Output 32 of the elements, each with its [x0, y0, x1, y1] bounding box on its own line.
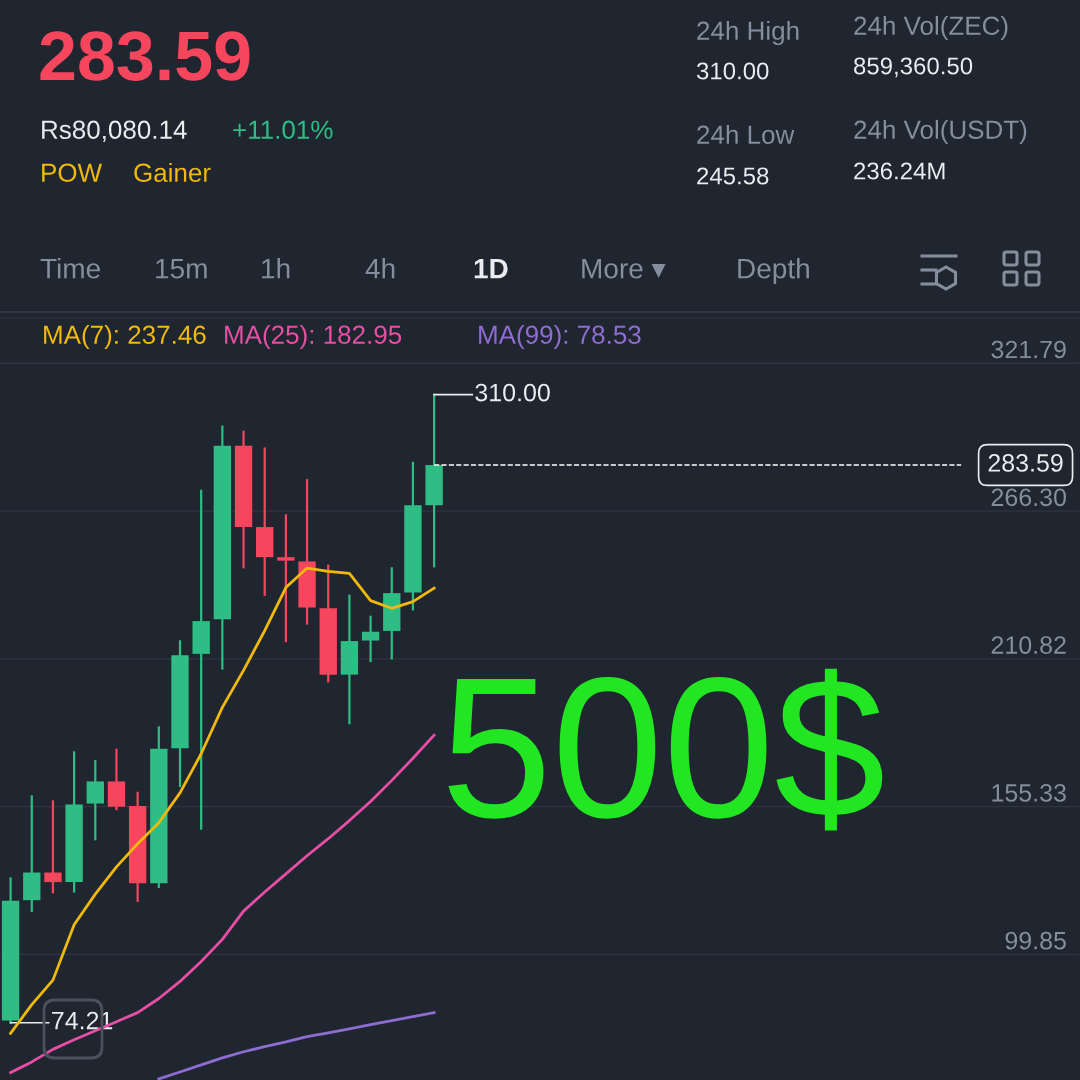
y-tick-label: 321.79: [991, 340, 1066, 359]
text: 310.00: [696, 62, 769, 80]
y-tick-label: 266.30: [991, 488, 1066, 507]
text: Depth: [738, 257, 809, 285]
text: 1D: [474, 258, 508, 279]
text: 15m: [156, 258, 207, 279]
text: Gainer: [134, 162, 211, 182]
text: MA(7): 237.46: [44, 324, 206, 350]
text: 24h Vol(USDT): [854, 119, 1027, 145]
text: POW: [42, 163, 103, 182]
text: 236.24M: [854, 162, 945, 180]
y-tick-label: 99.85: [1005, 931, 1066, 950]
text: MA(25): 182.95: [225, 324, 402, 350]
ref-line-label: 283.59: [988, 454, 1063, 472]
text: 859,360.50: [854, 57, 973, 78]
text: 1h: [262, 257, 290, 279]
text: +11.01%: [233, 120, 333, 139]
text: MA(99): 78.53: [479, 324, 641, 350]
annotation: 500$: [448, 668, 883, 831]
y-tick-label: 210.82: [991, 636, 1066, 654]
chart-title: 283.59: [40, 31, 250, 81]
annotation: 310.00: [475, 383, 550, 402]
text: Time: [40, 257, 100, 279]
text: 245.58: [697, 167, 769, 185]
text: Rs80,080.14: [42, 120, 187, 143]
text: 24h High: [697, 20, 799, 46]
text: 4h: [365, 257, 395, 279]
text: 24h Vol(ZEC): [854, 15, 1008, 41]
y-tick-label: 155.33: [992, 784, 1066, 802]
text: More ▾: [582, 258, 666, 279]
annotation: 74.21: [52, 1011, 113, 1030]
text: 24h Low: [697, 124, 795, 144]
